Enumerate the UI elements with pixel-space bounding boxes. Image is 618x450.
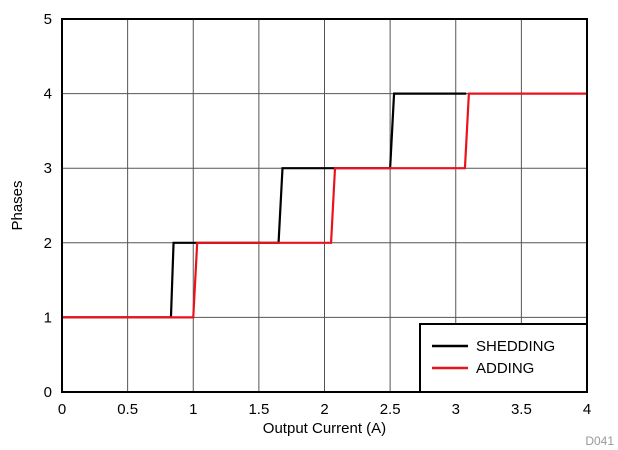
y-tick-label: 4 <box>44 86 52 103</box>
x-tick-labels: 0 0.5 1 1.5 2 2.5 3 3.5 4 <box>58 401 591 418</box>
x-tick-label: 3.5 <box>511 401 532 418</box>
x-tick-label: 1 <box>189 401 197 418</box>
plot-frame <box>61 18 588 393</box>
y-tick-labels: 0 1 2 3 4 5 <box>44 11 52 401</box>
y-tick-label: 3 <box>44 160 52 177</box>
x-tick-label: 2 <box>320 401 328 418</box>
series-line-adding <box>62 92 587 319</box>
x-tick-label: 3 <box>452 401 460 418</box>
y-tick-label: 0 <box>44 384 52 401</box>
y-tick-label: 5 <box>44 11 52 28</box>
figure-code: D041 <box>585 434 614 448</box>
y-tick-label: 1 <box>44 309 52 326</box>
legend: SHEDDING ADDING <box>419 323 588 393</box>
legend-label: SHEDDING <box>476 338 555 355</box>
x-tick-label: 2.5 <box>380 401 401 418</box>
x-tick-label: 0 <box>58 401 66 418</box>
x-axis-label: Output Current (A) <box>263 420 386 437</box>
legend-label: ADDING <box>476 360 534 377</box>
y-axis-label: Phases <box>9 180 26 230</box>
y-tick-label: 2 <box>44 235 52 252</box>
x-tick-label: 1.5 <box>248 401 269 418</box>
series-line-shedding <box>62 92 467 319</box>
series-layer <box>62 92 587 319</box>
x-tick-label: 4 <box>583 401 591 418</box>
x-tick-label: 0.5 <box>117 401 138 418</box>
legend-box <box>419 323 588 393</box>
